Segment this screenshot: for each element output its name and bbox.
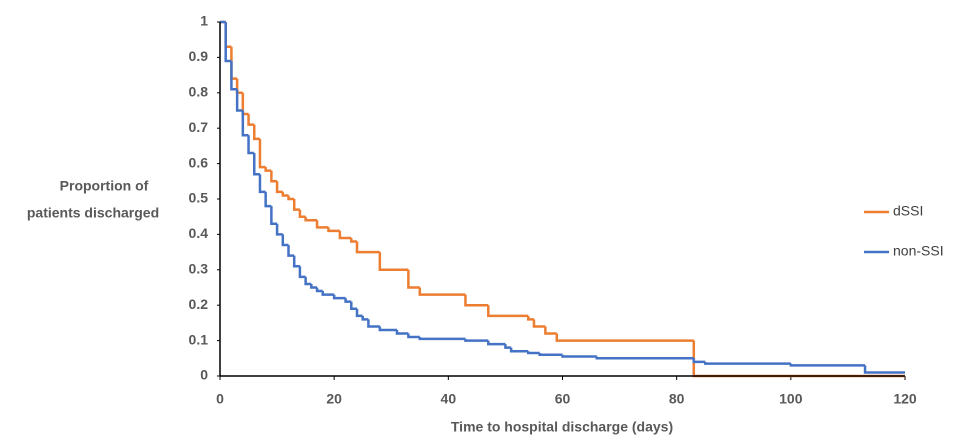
y-tick-label: 0 [200,367,208,383]
y-tick-label: 0.1 [189,331,209,347]
step-segment [532,319,546,328]
step-segment [315,220,329,229]
step-segment [378,326,397,332]
step-segment [407,333,420,339]
step-segment [235,89,243,112]
step-segment [264,191,272,208]
y-tick-label: 0.9 [189,48,209,64]
step-segment [275,223,283,236]
y-tick-label: 0.5 [189,190,209,206]
step-segment [258,138,266,169]
step-segment [692,340,905,378]
x-tick-label: 100 [779,391,803,407]
step-segment [270,206,278,226]
step-segment [863,365,905,374]
step-segment [378,252,409,272]
step-segment [310,283,318,289]
step-segment [241,110,249,137]
x-tick-label: 120 [893,391,917,407]
step-segment [487,305,529,318]
step-segment [418,287,466,296]
step-segment [304,216,318,222]
step-segment [298,209,306,218]
y-tick-label: 0.4 [189,225,209,241]
step-segment [298,266,306,279]
step-segment [504,344,512,349]
step-segment [281,234,289,247]
step-segment [258,174,266,194]
step-segment [509,347,529,353]
step-segment [264,167,272,172]
step-segment [555,333,694,342]
step-segment [281,191,289,197]
legend-label: dSSI [893,203,923,219]
step-segment [230,60,238,91]
step-segment [247,135,255,155]
step-segment [692,358,706,364]
y-tick-label: 0.8 [189,84,209,100]
step-segment [355,241,380,254]
step-segment [247,114,255,126]
step-segment [344,298,352,303]
step-segment [789,363,866,367]
step-segment [350,301,357,310]
step-segment [703,361,791,365]
step-segment [527,315,534,321]
step-segment [595,356,694,360]
y-tick-label: 0.2 [189,296,209,312]
x-tick-label: 60 [555,391,571,407]
step-segment [224,22,232,63]
step-segment [350,237,357,243]
step-segment [407,269,420,289]
step-segment [304,276,312,286]
step-segment [544,326,557,335]
y-tick-label: 0.3 [189,261,209,277]
step-segment [487,340,506,346]
step-segment [527,351,540,355]
step-segment [361,315,369,321]
x-tick-label: 20 [326,391,342,407]
step-segment [287,245,295,257]
legend-label: non-SSI [893,243,944,259]
step-segment [315,287,323,293]
step-segment [321,291,335,296]
y-axis-label: patients discharged [27,205,159,221]
x-tick-label: 40 [441,391,457,407]
step-segment [538,352,563,357]
step-segment [355,308,363,318]
y-tick-label: 1 [200,13,208,29]
step-segment [275,181,283,194]
step-segment [253,124,260,141]
step-segment [287,195,295,201]
step-segment [332,294,346,300]
x-tick-label: 80 [669,391,685,407]
y-tick-label: 0.6 [189,154,209,170]
x-tick-label: 0 [216,391,224,407]
step-segment [253,152,260,176]
step-segment [292,199,300,211]
x-axis-label: Time to hospital discharge (days) [451,419,673,435]
y-tick-label: 0.7 [189,119,209,135]
step-segment [327,227,340,233]
step-segment [270,170,278,183]
step-segment [464,294,489,307]
step-segment [367,319,380,328]
y-axis-label: Proportion of [60,178,149,194]
step-segment [338,230,352,240]
step-segment [395,329,409,335]
step-segment [418,337,466,341]
step-segment [561,354,597,358]
step-segment [292,255,300,268]
step-segment [464,338,489,342]
